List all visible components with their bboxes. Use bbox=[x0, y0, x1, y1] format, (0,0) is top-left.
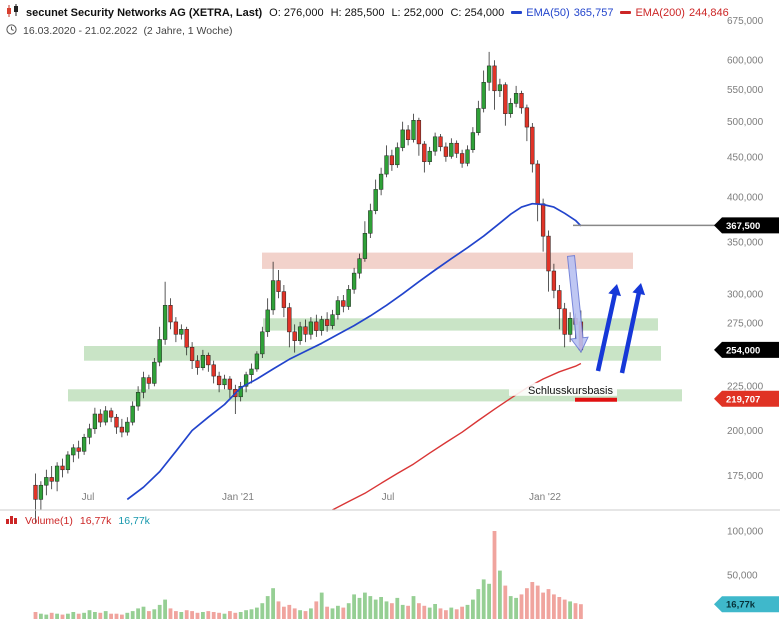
schlusskursbasis-annotation[interactable]: Schlusskursbasis bbox=[509, 382, 617, 402]
candlestick-chart-icon bbox=[6, 4, 19, 21]
svg-text:275,000: 275,000 bbox=[727, 319, 764, 330]
volume-bars-icon bbox=[6, 514, 18, 527]
time-axis-labels: Jul Jan '21 Jul Jan '22 bbox=[82, 492, 562, 503]
volume-label: Volume(1) bbox=[25, 514, 73, 527]
svg-text:200,000: 200,000 bbox=[727, 426, 764, 437]
ema200-line-icon bbox=[620, 11, 632, 14]
down-arrow-annotation[interactable] bbox=[566, 255, 589, 353]
ema200-line[interactable] bbox=[332, 362, 582, 511]
close-metric: C: 254,000 bbox=[450, 6, 505, 19]
up-arrow-annotation[interactable] bbox=[595, 284, 621, 372]
svg-text:Jan '21: Jan '21 bbox=[222, 492, 254, 503]
instrument-title: secunet Security Networks AG (XETRA, Las… bbox=[26, 6, 263, 19]
ema200-legend[interactable]: EMA(200) 244,846 bbox=[620, 6, 729, 19]
svg-text:254,000: 254,000 bbox=[726, 345, 760, 356]
date-range: 16.03.2020 - 21.02.2022 bbox=[23, 25, 138, 37]
support-resistance-zones[interactable] bbox=[68, 252, 682, 402]
high-metric: H: 285,500 bbox=[330, 6, 385, 19]
axis-badge: 254,000 bbox=[714, 341, 779, 358]
ema50-legend[interactable]: EMA(50) 365,757 bbox=[511, 7, 613, 19]
svg-text:300,000: 300,000 bbox=[727, 289, 764, 300]
ema50-label: EMA(50) bbox=[526, 6, 570, 19]
svg-text:Schlusskursbasis: Schlusskursbasis bbox=[528, 385, 613, 397]
svg-text:Jan '22: Jan '22 bbox=[529, 492, 561, 503]
svg-text:450,000: 450,000 bbox=[727, 153, 764, 164]
open-value: 276,000 bbox=[283, 6, 324, 19]
volume-axis-labels: 100,000 50,000 bbox=[727, 527, 764, 582]
ema200-value: 244,846 bbox=[688, 6, 729, 19]
volume-value-red: 16,77k bbox=[79, 514, 112, 527]
open-metric: O: 276,000 bbox=[269, 6, 324, 19]
volume-value-teal: 16,77k bbox=[118, 514, 150, 527]
high-value: 285,500 bbox=[344, 6, 385, 19]
svg-text:50,000: 50,000 bbox=[727, 571, 758, 582]
svg-text:Jul: Jul bbox=[382, 492, 395, 503]
svg-text:550,000: 550,000 bbox=[727, 85, 764, 96]
duration-label: (2 Jahre, 1 Woche) bbox=[143, 25, 233, 37]
low-metric: L: 252,000 bbox=[391, 6, 444, 19]
axis-badge: 219,707 bbox=[714, 390, 779, 407]
svg-text:219,707: 219,707 bbox=[726, 394, 760, 405]
svg-text:367,500: 367,500 bbox=[726, 221, 760, 232]
svg-text:675,000: 675,000 bbox=[727, 16, 764, 27]
axis-badge: 367,500 bbox=[714, 217, 779, 234]
ema50-value: 365,757 bbox=[573, 6, 614, 19]
svg-text:500,000: 500,000 bbox=[727, 117, 764, 128]
volume-bars bbox=[33, 531, 583, 619]
timeframe-row: 16.03.2020 - 21.02.2022 (2 Jahre, 1 Woch… bbox=[6, 24, 729, 38]
chart-header: secunet Security Networks AG (XETRA, Las… bbox=[6, 4, 729, 38]
svg-text:350,000: 350,000 bbox=[727, 237, 764, 248]
svg-text:Jul: Jul bbox=[82, 492, 95, 503]
up-arrow-annotation[interactable] bbox=[619, 283, 646, 374]
volume-legend[interactable]: Volume(1) 16,77k 16,77k bbox=[6, 514, 150, 527]
svg-text:16,77k: 16,77k bbox=[726, 600, 756, 611]
close-value: 254,000 bbox=[464, 6, 505, 19]
svg-text:225,000: 225,000 bbox=[727, 381, 764, 392]
candles-group bbox=[33, 51, 584, 523]
price-axis-labels: 675,000 600,000 550,000 500,000 450,000 400,0… bbox=[727, 16, 764, 482]
svg-text:600,000: 600,000 bbox=[727, 56, 764, 67]
ema50-line[interactable] bbox=[126, 202, 582, 501]
svg-text:175,000: 175,000 bbox=[727, 471, 764, 482]
ema200-label: EMA(200) bbox=[635, 6, 685, 19]
svg-text:400,000: 400,000 bbox=[727, 192, 764, 203]
svg-text:100,000: 100,000 bbox=[727, 527, 764, 538]
clock-icon bbox=[6, 24, 17, 38]
ema50-line-icon bbox=[511, 11, 523, 14]
axis-badge: 16,77k bbox=[714, 596, 779, 613]
low-value: 252,000 bbox=[403, 6, 444, 19]
instrument-row: secunet Security Networks AG (XETRA, Las… bbox=[6, 4, 729, 21]
